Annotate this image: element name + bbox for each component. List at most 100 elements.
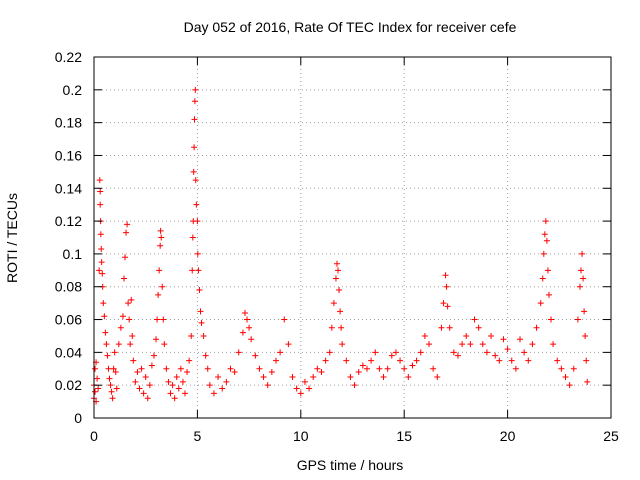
x-axis-label: GPS time / hours [297, 457, 404, 473]
data-point [157, 242, 164, 249]
data-point [301, 378, 308, 385]
data-point [148, 362, 155, 369]
data-point [540, 250, 547, 257]
data-point [138, 365, 145, 372]
data-point [314, 365, 321, 372]
data-point [92, 388, 99, 395]
y-tick-label: 0.16 [55, 147, 82, 163]
data-point [193, 201, 200, 208]
data-point [405, 373, 412, 380]
data-point [297, 390, 304, 397]
data-point [442, 272, 449, 279]
data-point [197, 308, 204, 315]
data-point [397, 357, 404, 364]
data-point [475, 324, 482, 331]
y-tick-label: 0.02 [55, 377, 82, 393]
data-point [521, 349, 528, 356]
data-point [130, 357, 137, 364]
data-point [570, 365, 577, 372]
data-point [583, 357, 590, 364]
data-point [500, 336, 507, 343]
data-point [363, 365, 370, 372]
y-axis-label: ROTI / TECUs [4, 193, 20, 283]
data-point [227, 365, 234, 372]
data-point [177, 365, 184, 372]
y-tick-label: 0 [74, 410, 82, 426]
data-point [434, 373, 441, 380]
data-point [467, 341, 474, 348]
data-point [155, 291, 162, 298]
data-point [128, 296, 135, 303]
data-point [260, 373, 267, 380]
data-point [310, 373, 317, 380]
data-point [99, 270, 106, 277]
data-point [504, 346, 511, 353]
data-point [337, 308, 344, 315]
data-point [191, 98, 198, 105]
data-point [508, 357, 515, 364]
data-point [281, 316, 288, 323]
data-point [219, 385, 226, 392]
data-point [195, 267, 202, 274]
data-point [98, 245, 105, 252]
x-tick-label: 5 [194, 428, 202, 444]
data-point [95, 385, 102, 392]
x-tick-label: 25 [603, 428, 619, 444]
data-point [108, 388, 115, 395]
data-point [231, 369, 238, 376]
data-point [368, 357, 375, 364]
data-point [100, 300, 107, 307]
data-point [111, 349, 118, 356]
data-point [430, 365, 437, 372]
data-point [355, 369, 362, 376]
data-point [117, 324, 124, 331]
data-point [409, 362, 416, 369]
y-tick-label: 0.04 [55, 344, 82, 360]
y-tick-label: 0.18 [55, 115, 82, 131]
data-point [158, 234, 165, 241]
y-tick-label: 0.08 [55, 279, 82, 295]
data-point [246, 324, 253, 331]
data-point [335, 267, 342, 274]
data-point [483, 349, 490, 356]
data-point [161, 341, 168, 348]
data-point [198, 319, 205, 326]
data-point [413, 357, 420, 364]
data-point [92, 365, 99, 372]
data-point [105, 365, 112, 372]
data-point [112, 369, 119, 376]
data-point [140, 390, 147, 397]
y-tick-label: 0.2 [63, 82, 83, 98]
data-point [543, 237, 550, 244]
data-point [102, 329, 109, 336]
data-point [167, 390, 174, 397]
data-point [157, 227, 164, 234]
data-point [181, 390, 188, 397]
data-point [562, 373, 569, 380]
data-point [512, 365, 519, 372]
data-point [347, 373, 354, 380]
data-point [285, 341, 292, 348]
grid-lines [94, 57, 611, 418]
data-point [126, 316, 133, 323]
data-point [194, 218, 201, 225]
data-point [401, 365, 408, 372]
data-point [289, 373, 296, 380]
data-point [127, 341, 134, 348]
data-point [109, 395, 116, 402]
data-point [159, 283, 166, 290]
data-point [104, 352, 111, 359]
data-point [189, 234, 196, 241]
data-point [459, 341, 466, 348]
data-point [306, 385, 313, 392]
data-point [163, 365, 170, 372]
data-point [517, 336, 524, 343]
data-point [446, 324, 453, 331]
data-point [376, 365, 383, 372]
data-point [248, 336, 255, 343]
data-point [106, 375, 113, 382]
data-point [175, 385, 182, 392]
data-point [200, 332, 207, 339]
data-points [91, 86, 591, 405]
